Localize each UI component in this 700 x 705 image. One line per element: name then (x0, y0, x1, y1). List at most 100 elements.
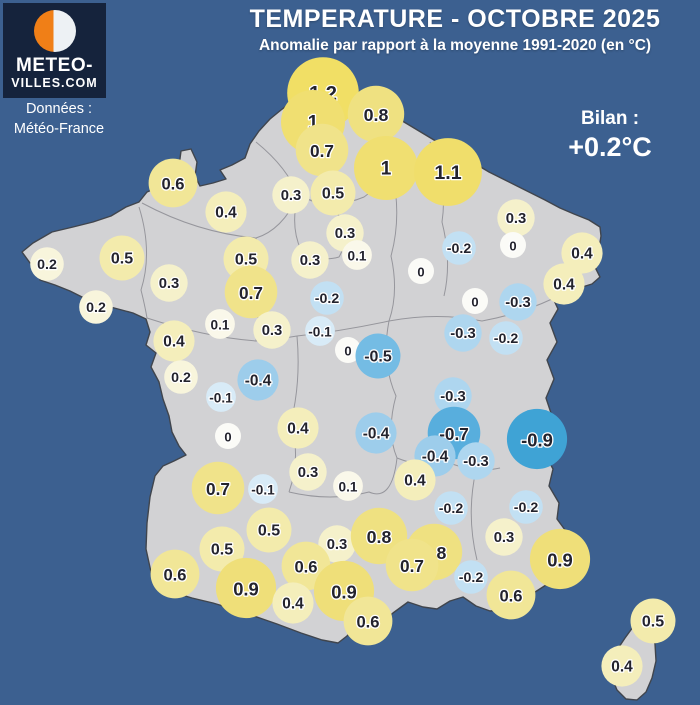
anomaly-bubble (630, 598, 676, 644)
anomaly-value: 0.1 (339, 480, 358, 495)
anomaly-value: 0.5 (235, 252, 257, 269)
anomaly-bubble (500, 232, 526, 258)
national-summary: Bilan : +0.2°C (535, 108, 685, 163)
anomaly-value: -0.2 (459, 570, 484, 586)
anomaly-bubble (310, 170, 356, 216)
anomaly-bubble (150, 264, 188, 302)
anomaly-value: 0.7 (400, 556, 424, 576)
anomaly-value: 1 (381, 159, 392, 180)
anomaly-bubble (253, 311, 291, 349)
anomaly-bubble (434, 377, 472, 415)
anomaly-value: 1.1 (434, 162, 461, 184)
anomaly-value: 0.2 (86, 300, 106, 316)
anomaly-value: 0.5 (322, 186, 344, 203)
anomaly-bubble (485, 518, 523, 556)
anomaly-bubble (310, 281, 344, 315)
anomaly-value: 0.6 (294, 558, 317, 577)
anomaly-bubble (272, 176, 310, 214)
anomaly-value: 0.5 (642, 614, 664, 631)
logo-text-villes: VILLES.COM (11, 76, 98, 90)
anomaly-bubble (333, 471, 363, 501)
anomaly-value: 0.3 (298, 465, 319, 481)
anomaly-bubble (543, 263, 585, 305)
anomaly-bubble (148, 158, 198, 208)
anomaly-value: 0 (509, 239, 516, 254)
anomaly-bubble (237, 359, 279, 401)
logo-text-meteo: METEO- (16, 55, 93, 76)
anomaly-bubble (601, 645, 643, 687)
anomaly-value: 0.3 (335, 226, 356, 242)
anomaly-bubble (408, 258, 434, 284)
anomaly-value: -0.2 (494, 331, 519, 347)
anomaly-bubble (153, 320, 195, 362)
anomaly-bubble (394, 459, 436, 501)
anomaly-value: 0 (417, 265, 424, 280)
anomaly-bubble (224, 265, 278, 319)
anomaly-value: 0.5 (258, 523, 280, 540)
anomaly-bubble (499, 283, 537, 321)
anomaly-value: 0.6 (161, 175, 184, 194)
anomaly-value: 0.4 (287, 421, 309, 438)
anomaly-bubble (99, 235, 145, 281)
anomaly-bubble (347, 85, 405, 143)
anomaly-value: 0 (224, 430, 231, 445)
anomaly-bubble (355, 412, 397, 454)
page-title: TEMPERATURE - OCTOBRE 2025 (249, 5, 661, 33)
anomaly-value: -0.9 (521, 430, 553, 451)
anomaly-bubble (291, 241, 329, 279)
anomaly-value: 0.3 (327, 537, 348, 553)
data-source-line2: Météo-France (13, 120, 105, 137)
anomaly-bubble (150, 549, 200, 599)
anomaly-bubble (205, 191, 247, 233)
anomaly-bubble (385, 538, 439, 592)
anomaly-value: 0.4 (215, 205, 237, 222)
anomaly-bubble (164, 360, 198, 394)
anomaly-bubble (454, 560, 488, 594)
anomaly-value: 0.5 (211, 542, 233, 559)
anomaly-bubble (199, 526, 245, 572)
anomaly-bubble (289, 453, 327, 491)
bilan-value: +0.2°C (568, 132, 652, 162)
anomaly-bubble (354, 136, 418, 200)
anomaly-value: -0.3 (440, 389, 466, 405)
anomaly-bubble (191, 461, 245, 515)
anomaly-bubble (434, 491, 468, 525)
anomaly-value: 0.2 (171, 370, 191, 386)
anomaly-bubble (305, 316, 335, 346)
anomaly-value: 0.4 (163, 334, 185, 351)
anomaly-value: -0.4 (363, 426, 390, 443)
anomaly-value: -0.5 (364, 349, 392, 366)
data-source-line1: Données : (25, 101, 93, 117)
anomaly-bubble (205, 309, 235, 339)
anomaly-value: 0.3 (262, 323, 283, 339)
anomaly-bubble (277, 407, 319, 449)
anomaly-value: 0.3 (506, 211, 527, 227)
anomaly-value: 0.4 (571, 246, 593, 263)
anomaly-bubble (561, 232, 603, 274)
meteo-villes-logo: METEO- VILLES.COM (3, 3, 106, 98)
anomaly-value: 0.8 (364, 105, 389, 125)
anomaly-value: 0.3 (159, 276, 180, 292)
anomaly-value: 0.4 (282, 596, 304, 613)
anomaly-bubbles-layer: 1.210.80.711.10.60.30.50.40.30.30-0.20.4… (30, 57, 676, 687)
anomaly-bubble (444, 314, 482, 352)
anomaly-value: 0 (471, 295, 478, 310)
anomaly-bubble (30, 247, 64, 281)
anomaly-value: 0.3 (494, 530, 515, 546)
anomaly-value: 0.9 (233, 579, 259, 600)
anomaly-value: 0.4 (553, 277, 575, 294)
page-subtitle: Anomalie par rapport à la moyenne 1991-2… (258, 36, 652, 54)
anomaly-bubble (355, 333, 401, 379)
anomaly-bubble (318, 525, 356, 563)
anomaly-value: 0.3 (300, 253, 321, 269)
anomaly-value: 0.6 (356, 613, 379, 632)
anomaly-value: 0.1 (211, 318, 230, 333)
anomaly-bubble (79, 290, 113, 324)
bilan-label: Bilan : (580, 108, 640, 129)
anomaly-value: 0.6 (163, 566, 186, 585)
anomaly-value: 0.1 (348, 249, 367, 264)
anomaly-value: -0.2 (439, 501, 464, 517)
anomaly-value: 0.9 (547, 550, 573, 571)
anomaly-value: 0.9 (331, 582, 357, 603)
